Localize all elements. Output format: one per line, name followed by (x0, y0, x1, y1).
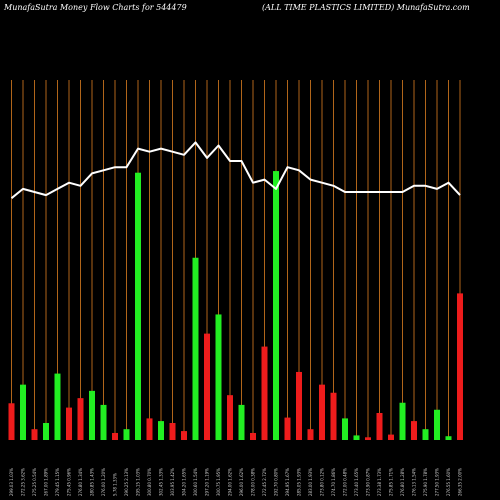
bar-down (31, 429, 38, 440)
bar-up (135, 172, 141, 440)
x-tick-label: 267.00 1.89% (44, 468, 49, 496)
x-tick-label: 300.80 0.70% (147, 468, 152, 496)
bar-down (77, 398, 84, 440)
x-tick-label: 274.70 1.86% (331, 468, 336, 496)
bar-up (123, 429, 130, 440)
x-tick-label: 295.15 1.03% (136, 468, 141, 496)
bar-down (169, 422, 176, 440)
x-tick-label: 276.00 1.20% (101, 468, 106, 496)
x-tick-label: 304.20 1.65% (182, 468, 187, 496)
x-tick-label: 300.60 1.54% (193, 468, 198, 496)
x-tick-label: 276.13 1.54% (412, 468, 417, 496)
x-tick-label: 275.25 0.54% (32, 468, 37, 496)
bar-down (261, 346, 268, 440)
x-tick-label: 276.80 1.28% (400, 468, 405, 496)
bar-up (273, 171, 279, 440)
x-tick-label: 296.00 1.62% (239, 468, 244, 496)
bar-down (204, 333, 210, 440)
x-tick-labels: 299.03 1.03% 272.25 3.62% 275.25 0.54% 267.… (9, 468, 463, 496)
x-tick-label: 272.45 2.72% (262, 468, 267, 496)
bar-down (411, 421, 417, 440)
bar-up (422, 429, 429, 440)
bar-down (227, 395, 233, 440)
x-tick-label: 300.75 1.95% (216, 468, 221, 496)
bar-down (330, 392, 337, 440)
x-tick-label: 273.38 1.73% (377, 468, 382, 496)
x-tick-label: 292.70 0.80% (274, 468, 279, 496)
bar-down (181, 431, 187, 440)
x-tick-label: 273.90 0.87% (366, 468, 371, 496)
x-tick-label: 279.45 1.15% (55, 468, 60, 496)
x-tick-label: 294.00 1.62% (228, 468, 233, 496)
bar-down (457, 293, 463, 440)
x-tick-label: 275.85 1.71% (389, 468, 394, 496)
bar-down (307, 429, 314, 440)
bar-up (238, 404, 245, 440)
x-tick-label: 285.05 1.93% (297, 468, 302, 496)
x-tick-label: 276.80 1.34% (78, 468, 83, 496)
x-tick-label: 273.80 0.12% (320, 468, 325, 496)
x-tick-label: 290.25 2.13% (124, 468, 129, 496)
bar-up (192, 257, 199, 440)
x-tick-label: 302.45 1.33% (159, 468, 164, 496)
x-tick-label: 273.40 1.65% (354, 468, 359, 496)
bar-up (399, 402, 406, 440)
money-flow-bars (8, 171, 463, 440)
bar-up (158, 421, 164, 440)
bar-down (319, 384, 325, 440)
bar-down (112, 432, 118, 440)
x-tick-label: 272.00 0.48% (343, 468, 348, 496)
bar-up (43, 422, 49, 440)
x-tick-label: 278.00 0.38% (251, 468, 256, 496)
bar-up (89, 390, 95, 440)
x-tick-label: 277.50 1.93% (435, 468, 440, 496)
bar-down (296, 371, 302, 440)
x-tick-label: 297.20 1.19% (205, 468, 210, 496)
bar-down (8, 403, 15, 440)
bar-up (20, 384, 26, 440)
bar-up (434, 409, 440, 440)
x-tick-label: 276.55 1.60% (446, 468, 451, 496)
chart-title-left: MunafaSutra Money Flow Charts for 544479 (3, 3, 187, 12)
bar-down (376, 413, 383, 440)
bar-down (66, 407, 72, 440)
x-tick-label: 303.95 1.42% (170, 468, 175, 496)
bar-up (54, 373, 61, 440)
bar-down (284, 417, 291, 440)
bar-down (250, 432, 256, 440)
x-tick-label: 275.45 0.96% (67, 468, 72, 496)
gridlines (11, 80, 461, 440)
x-tick-label: 299.03 1.03% (9, 468, 14, 496)
x-tick-label: 275.90 1.78% (423, 468, 428, 496)
price-line (10, 141, 461, 199)
bar-up (342, 418, 348, 440)
x-tick-label: 266.35 2.00% (458, 468, 463, 496)
x-tick-label: 280.85 1.43% (90, 468, 95, 496)
x-tick-label: 283.00 1.93% (308, 468, 313, 496)
bar-down (365, 437, 371, 440)
bar-up (100, 404, 107, 440)
bar-up (353, 435, 360, 440)
x-tick-label: 5.78 1.33% (113, 473, 118, 496)
bar-down (388, 434, 394, 440)
bar-up (445, 436, 452, 440)
bar-up (215, 314, 222, 440)
x-tick-label: 294.95 1.67% (285, 468, 290, 496)
chart-title-right: (ALL TIME PLASTICS LIMITED) MunafaSutra.… (262, 3, 470, 12)
x-tick-label: 272.25 3.62% (21, 468, 26, 496)
bar-down (146, 418, 153, 440)
